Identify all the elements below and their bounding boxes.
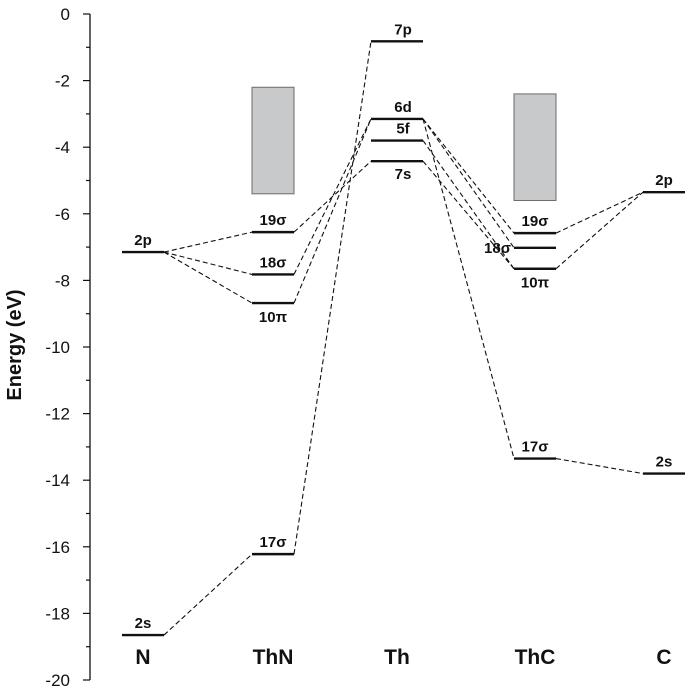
band-thc [513, 93, 557, 201]
correlation-line-N_2s-ThN_17s [163, 553, 253, 636]
level-label-Th_5f: 5f [396, 121, 410, 138]
level-label-ThN_10p: 10π [259, 309, 288, 326]
category-label-th: Th [384, 646, 410, 669]
correlation-line-Th_6d-ThC_19s [422, 118, 515, 234]
category-label-n: N [135, 646, 150, 669]
correlation-line-ThN_19s-Th_7s [293, 160, 372, 233]
correlation-line-ThN_10p-Th_6d [293, 118, 372, 304]
level-label-ThN_19s: 19σ [260, 212, 287, 229]
correlation-line-Th_6d-ThC_17s [422, 118, 515, 459]
correlation-line-N_2p-ThN_10p [163, 251, 253, 304]
y-tick-label: -16 [45, 538, 70, 557]
level-label-C_2p: 2p [655, 172, 673, 189]
y-tick-label: -8 [55, 271, 70, 290]
y-axis: 0 -2 -4 -6 -8 -10 -12 -14 -16 -18 -20 [45, 5, 91, 690]
category-label-thn: ThN [253, 646, 294, 669]
level-label-ThN_18s: 18σ [260, 254, 287, 271]
level-label-ThC_10p: 10π [521, 275, 550, 292]
y-axis-title: Energy (eV) [4, 289, 26, 400]
category-label-thc: ThC [515, 646, 556, 669]
level-label-C_2s: 2s [656, 454, 673, 471]
energy-levels: 2p 2s 19σ 18σ 10π 17σ 7p 6d 5f 7s 19σ 18σ 10π 17σ 2p 2s [122, 21, 685, 637]
y-tick-label: -18 [45, 604, 70, 623]
correlation-line-ThN_18s-Th_6d [293, 118, 372, 275]
level-label-N_2p: 2p [134, 232, 152, 249]
correlation-line-N_2p-ThN_18s [163, 251, 253, 275]
level-label-Th_6d: 6d [394, 99, 412, 116]
y-tick-label: -10 [45, 338, 70, 357]
correlation-lines [163, 41, 644, 636]
y-tick-label: -20 [45, 671, 70, 690]
category-labels: N ThN Th ThC C [135, 646, 671, 669]
level-label-ThN_17s: 17σ [260, 534, 287, 551]
y-tick-label: -6 [55, 205, 70, 224]
y-tick-label: -2 [55, 72, 70, 91]
level-label-Th_7s: 7s [395, 166, 412, 183]
correlation-line-ThC_10p-C_2p [555, 191, 644, 270]
correlation-line-ThN_17s-Th_7p [293, 41, 372, 555]
y-tick-label: -12 [45, 405, 70, 424]
correlation-line-ThC_19s-C_2p [555, 191, 644, 234]
correlation-line-ThC_17s-C_2s [555, 458, 644, 475]
correlation-line-Th_5f-ThC_10p [422, 140, 515, 270]
level-label-Th_7p: 7p [394, 21, 412, 38]
level-label-ThC_18s: 18σ [484, 240, 511, 257]
level-label-ThC_19s: 19σ [522, 213, 549, 230]
correlation-line-Th_6d-ThC_18s [422, 118, 515, 249]
category-label-c: C [656, 646, 671, 669]
y-tick-label: -14 [45, 471, 70, 490]
correlation-line-N_2p-ThN_19s [163, 231, 253, 253]
level-label-N_2s: 2s [135, 615, 152, 632]
y-tick-label: 0 [61, 5, 70, 24]
band-layer [251, 86, 557, 201]
level-label-ThC_17s: 17σ [522, 439, 549, 456]
y-tick-label: -4 [55, 138, 70, 157]
band-thn [251, 86, 295, 195]
